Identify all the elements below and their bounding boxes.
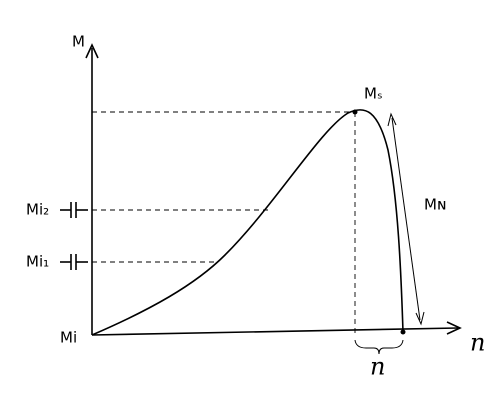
symbol-mi2 <box>60 202 88 218</box>
x-axis <box>91 327 459 336</box>
peak-point <box>352 109 358 115</box>
x-axis-label: n <box>470 329 485 357</box>
end-point <box>400 329 406 335</box>
y-axis-label: M <box>72 33 85 51</box>
ms-label: Mₛ <box>364 85 383 103</box>
arrow-head <box>415 311 425 326</box>
arrow-head <box>387 112 397 127</box>
brace <box>354 339 404 355</box>
mi1-label: Mi₁ <box>26 253 49 271</box>
torque-curve <box>91 109 404 336</box>
span-arrow <box>391 117 421 321</box>
brace-label: n <box>370 353 385 381</box>
x-arrow <box>446 321 462 335</box>
mi2-label: Mi₂ <box>26 201 49 219</box>
origin-label: Mi <box>60 329 77 347</box>
mn-label: Mɴ <box>424 196 446 214</box>
y-arrow <box>85 43 99 59</box>
symbol-mi1 <box>60 254 88 270</box>
